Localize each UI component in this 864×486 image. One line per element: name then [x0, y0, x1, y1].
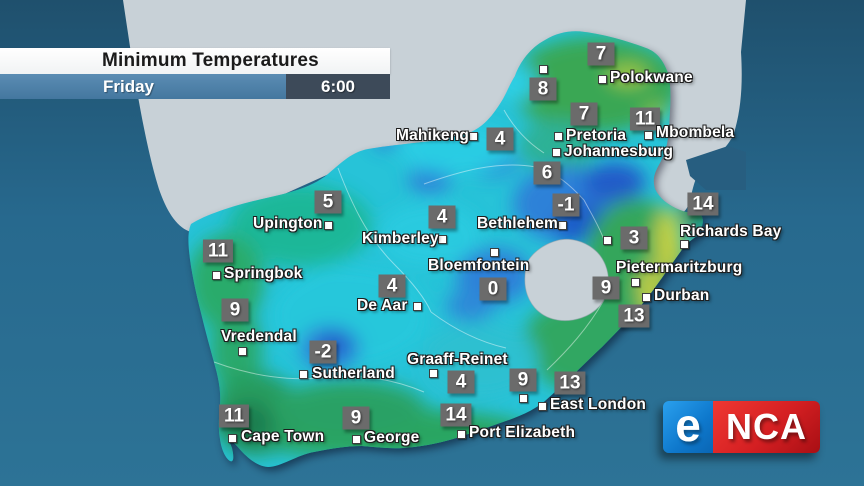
city-marker — [352, 435, 361, 444]
city-label: Pretoria — [566, 127, 627, 144]
city-label: Bethlehem — [477, 215, 559, 232]
temp-badge: 7 — [570, 102, 598, 126]
city-label: Vredendal — [221, 328, 297, 345]
city-label: Graaff-Reinet — [407, 351, 508, 368]
city-label: De Aar — [357, 297, 408, 314]
city-marker — [603, 236, 612, 245]
temp-badge: 9 — [342, 406, 370, 430]
temp-badge: -2 — [309, 340, 337, 364]
enca-logo-e: e — [663, 401, 713, 453]
temp-badge: 11 — [202, 239, 234, 263]
city-marker — [438, 235, 447, 244]
city-marker — [429, 369, 438, 378]
city-label: Bloemfontein — [428, 257, 530, 274]
city-label: George — [364, 429, 420, 446]
city-label: Pietermaritzburg — [616, 259, 743, 276]
temp-badge: 4 — [486, 127, 514, 151]
temp-badge: 13 — [618, 304, 650, 328]
city-marker — [238, 347, 247, 356]
city-label: Kimberley — [362, 230, 439, 247]
temp-badge: 3 — [620, 226, 648, 250]
city-marker — [558, 221, 567, 230]
city-marker — [631, 278, 640, 287]
city-marker — [324, 221, 333, 230]
temp-badge: 11 — [629, 107, 661, 131]
temp-badge: 13 — [554, 371, 586, 395]
city-marker — [642, 293, 651, 302]
enca-logo-nca: NCA — [713, 401, 820, 453]
temp-badge: 14 — [440, 403, 472, 427]
temp-badge: 4 — [447, 370, 475, 394]
time-box: 6:00 — [286, 74, 390, 99]
city-marker — [539, 65, 548, 74]
temp-badge: 14 — [687, 192, 719, 216]
temp-badge: 8 — [529, 77, 557, 101]
city-marker — [552, 148, 561, 157]
temp-badge: 11 — [218, 404, 250, 428]
city-label: Mbombela — [656, 124, 735, 141]
page-title: Minimum Temperatures — [102, 50, 319, 71]
city-marker — [554, 132, 563, 141]
city-label: Richards Bay — [680, 223, 782, 240]
province-borders — [213, 109, 605, 393]
temp-badge: 6 — [533, 161, 561, 185]
city-marker — [644, 131, 653, 140]
temp-badge: 9 — [592, 276, 620, 300]
city-label: Durban — [654, 287, 710, 304]
city-label: Sutherland — [312, 365, 395, 382]
city-label: Johannesburg — [564, 143, 674, 160]
temp-badge: 5 — [314, 190, 342, 214]
city-label: East London — [550, 396, 647, 413]
lesotho-shape — [524, 238, 609, 322]
city-marker — [680, 240, 689, 249]
city-marker — [469, 132, 478, 141]
temp-badge: 9 — [509, 368, 537, 392]
time-label: 6:00 — [320, 76, 356, 96]
city-marker — [228, 434, 237, 443]
temp-badge: 4 — [378, 274, 406, 298]
city-label: Polokwane — [610, 69, 693, 86]
city-marker — [299, 370, 308, 379]
city-marker — [519, 394, 528, 403]
temp-badge: 7 — [587, 42, 615, 66]
city-label: Mahikeng — [396, 127, 470, 144]
city-marker — [490, 248, 499, 257]
city-label: Port Elizabeth — [469, 424, 576, 441]
city-label: Cape Town — [241, 428, 325, 445]
city-marker — [413, 302, 422, 311]
city-marker — [538, 402, 547, 411]
day-label: Friday — [103, 76, 155, 96]
city-marker — [212, 271, 221, 280]
maputo-bay — [686, 146, 746, 190]
temp-badge: 4 — [428, 205, 456, 229]
temp-badge: 9 — [221, 298, 249, 322]
enca-logo: e NCA — [663, 401, 820, 453]
city-marker — [457, 430, 466, 439]
temp-badge: -1 — [552, 193, 580, 217]
title-bar: Minimum Temperatures — [0, 48, 390, 74]
day-bar: Friday — [0, 74, 286, 99]
city-label: Springbok — [224, 265, 303, 282]
city-marker — [598, 75, 607, 84]
city-label: Upington — [253, 215, 323, 232]
temp-badge: 0 — [479, 277, 507, 301]
